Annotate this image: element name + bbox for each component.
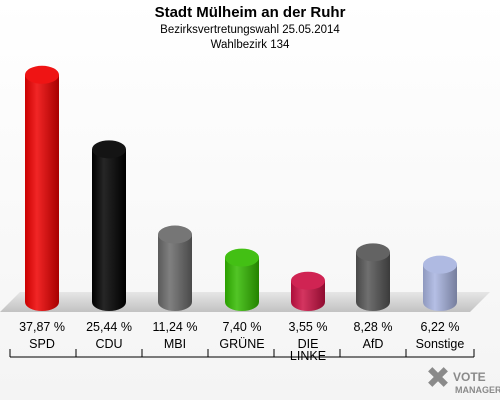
bar-top: [423, 255, 457, 274]
category-label: SPD: [29, 337, 55, 351]
category-label: GRÜNE: [219, 337, 264, 351]
watermark-manager: MANAGER: [455, 385, 500, 395]
vote-manager-logo: VOTE MANAGER: [428, 367, 500, 395]
category-label: DIE LINKE: [290, 337, 326, 363]
bar-top: [225, 248, 259, 267]
value-label: 25,44 %: [86, 320, 132, 334]
value-labels-group: 37,87 % 25,44 % 11,24 % 7,40 % 3,55 % 8,28 % 6…: [19, 320, 459, 334]
bar-body: [356, 252, 390, 311]
bar-body: [25, 74, 59, 311]
ballot-x-icon: [428, 367, 448, 387]
bar-top: [356, 243, 390, 262]
separators-group: [9, 349, 475, 358]
category-label: MBI: [164, 337, 186, 351]
category-label: CDU: [95, 337, 122, 351]
bar-body: [423, 264, 457, 311]
bar-cdu: [92, 140, 126, 311]
value-label: 8,28 %: [354, 320, 393, 334]
value-label: 7,40 %: [223, 320, 262, 334]
chart-subtitle: Bezirksvertretungswahl 25.05.2014: [160, 24, 340, 36]
category-label: Sonstige: [416, 337, 465, 351]
bar-mbi: [158, 225, 192, 311]
value-label: 11,24 %: [153, 320, 198, 334]
value-label: 3,55 %: [289, 320, 328, 334]
chart-subtitle-2: Wahlbezirk 134: [211, 39, 290, 51]
bar-top: [92, 140, 126, 159]
chart-title: Stadt Mülheim an der Ruhr: [155, 4, 346, 21]
watermark-vote: VOTE: [453, 370, 486, 384]
bar-gr-ne: [225, 248, 259, 311]
bar-body: [158, 234, 192, 311]
bar-spd: [25, 65, 59, 311]
bar-body: [92, 149, 126, 311]
category-labels-group: SPD CDU MBI GRÜNE DIE LINKE AfD Sonstige: [29, 337, 464, 363]
bar-body: [225, 257, 259, 311]
value-label: 37,87 %: [19, 320, 65, 334]
bar-sonstige: [423, 255, 457, 311]
bar-top: [291, 271, 325, 290]
bar-top: [158, 225, 192, 244]
bars-group: [25, 65, 457, 311]
bar-afd: [356, 243, 390, 311]
category-label: AfD: [363, 337, 384, 351]
value-label: 6,22 %: [421, 320, 460, 334]
bar-top: [25, 65, 59, 84]
bar-die-linke: [291, 271, 325, 311]
